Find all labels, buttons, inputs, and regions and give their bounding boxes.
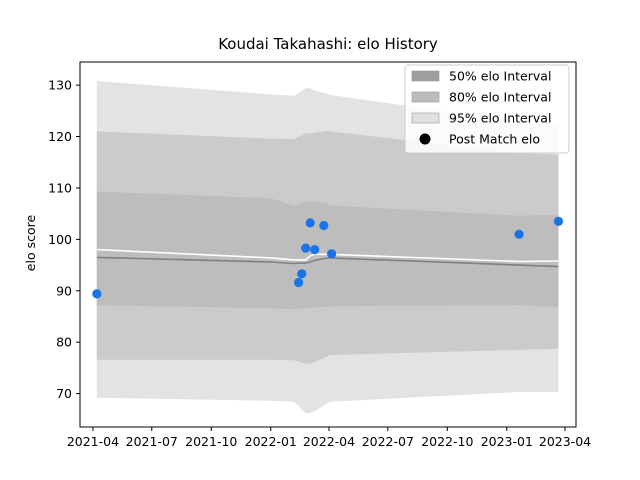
y-axis-label: elo score	[23, 215, 38, 272]
post-match-point-8	[327, 249, 337, 259]
mean-elo-line	[96, 256, 559, 268]
legend-swatch-1	[411, 70, 440, 82]
y-tick-label-110: 110	[48, 180, 72, 195]
x-tick-label-2021-07: 2021-07	[126, 434, 178, 449]
legend-swatch-3	[411, 112, 440, 124]
legend-label-3: 95% elo Interval	[449, 111, 551, 126]
x-tick-label-2022-04: 2022-04	[303, 434, 355, 449]
plot-area	[92, 81, 564, 414]
y-tick-label-70: 70	[56, 386, 72, 401]
y-tick-label-130: 130	[48, 78, 72, 93]
y-tick-label-120: 120	[48, 129, 72, 144]
plot-frame	[79, 61, 577, 428]
legend-swatch-2	[411, 91, 440, 103]
axes: 70 80 90 100 110 120 130 2021-04 2021-07 2021-10 2…	[48, 61, 591, 449]
post-match-point-9	[514, 229, 524, 239]
chart-title: Koudai Takahashi: elo History	[218, 35, 438, 53]
x-tick-label-2021-04: 2021-04	[67, 434, 119, 449]
x-tick-label-2022-07: 2022-07	[362, 434, 414, 449]
post-match-point-7	[319, 220, 329, 231]
band-3	[96, 191, 559, 310]
post-match-point-6	[310, 245, 320, 255]
post-match-point-10	[553, 216, 564, 226]
x-tick-label-2023-04: 2023-04	[539, 434, 591, 449]
post-match-point-2	[294, 277, 304, 288]
legend-label-1: 50% elo Interval	[449, 69, 551, 84]
post-match-point-1	[92, 289, 102, 299]
y-tick-label-80: 80	[56, 335, 72, 350]
x-tick-label-2021-10: 2021-10	[185, 434, 237, 449]
legend: 50% elo Interval 80% elo Interval 95% elo …	[404, 64, 570, 154]
y-tick-label-90: 90	[56, 283, 72, 298]
x-tick-label-2022-01: 2022-01	[245, 434, 297, 449]
x-tick-label-2022-10: 2022-10	[421, 434, 473, 449]
x-tick-label-2023-01: 2023-01	[481, 434, 533, 449]
legend-box	[404, 64, 570, 154]
post-match-point-3	[297, 269, 307, 279]
y-tick-label-100: 100	[48, 232, 72, 247]
post-match-point-4	[301, 243, 311, 253]
legend-label-2: 80% elo Interval	[449, 90, 551, 105]
reference-line	[96, 248, 559, 263]
legend-label-4: Post Match elo	[449, 132, 540, 147]
legend-marker	[419, 133, 431, 145]
post-match-point-5	[305, 218, 315, 228]
